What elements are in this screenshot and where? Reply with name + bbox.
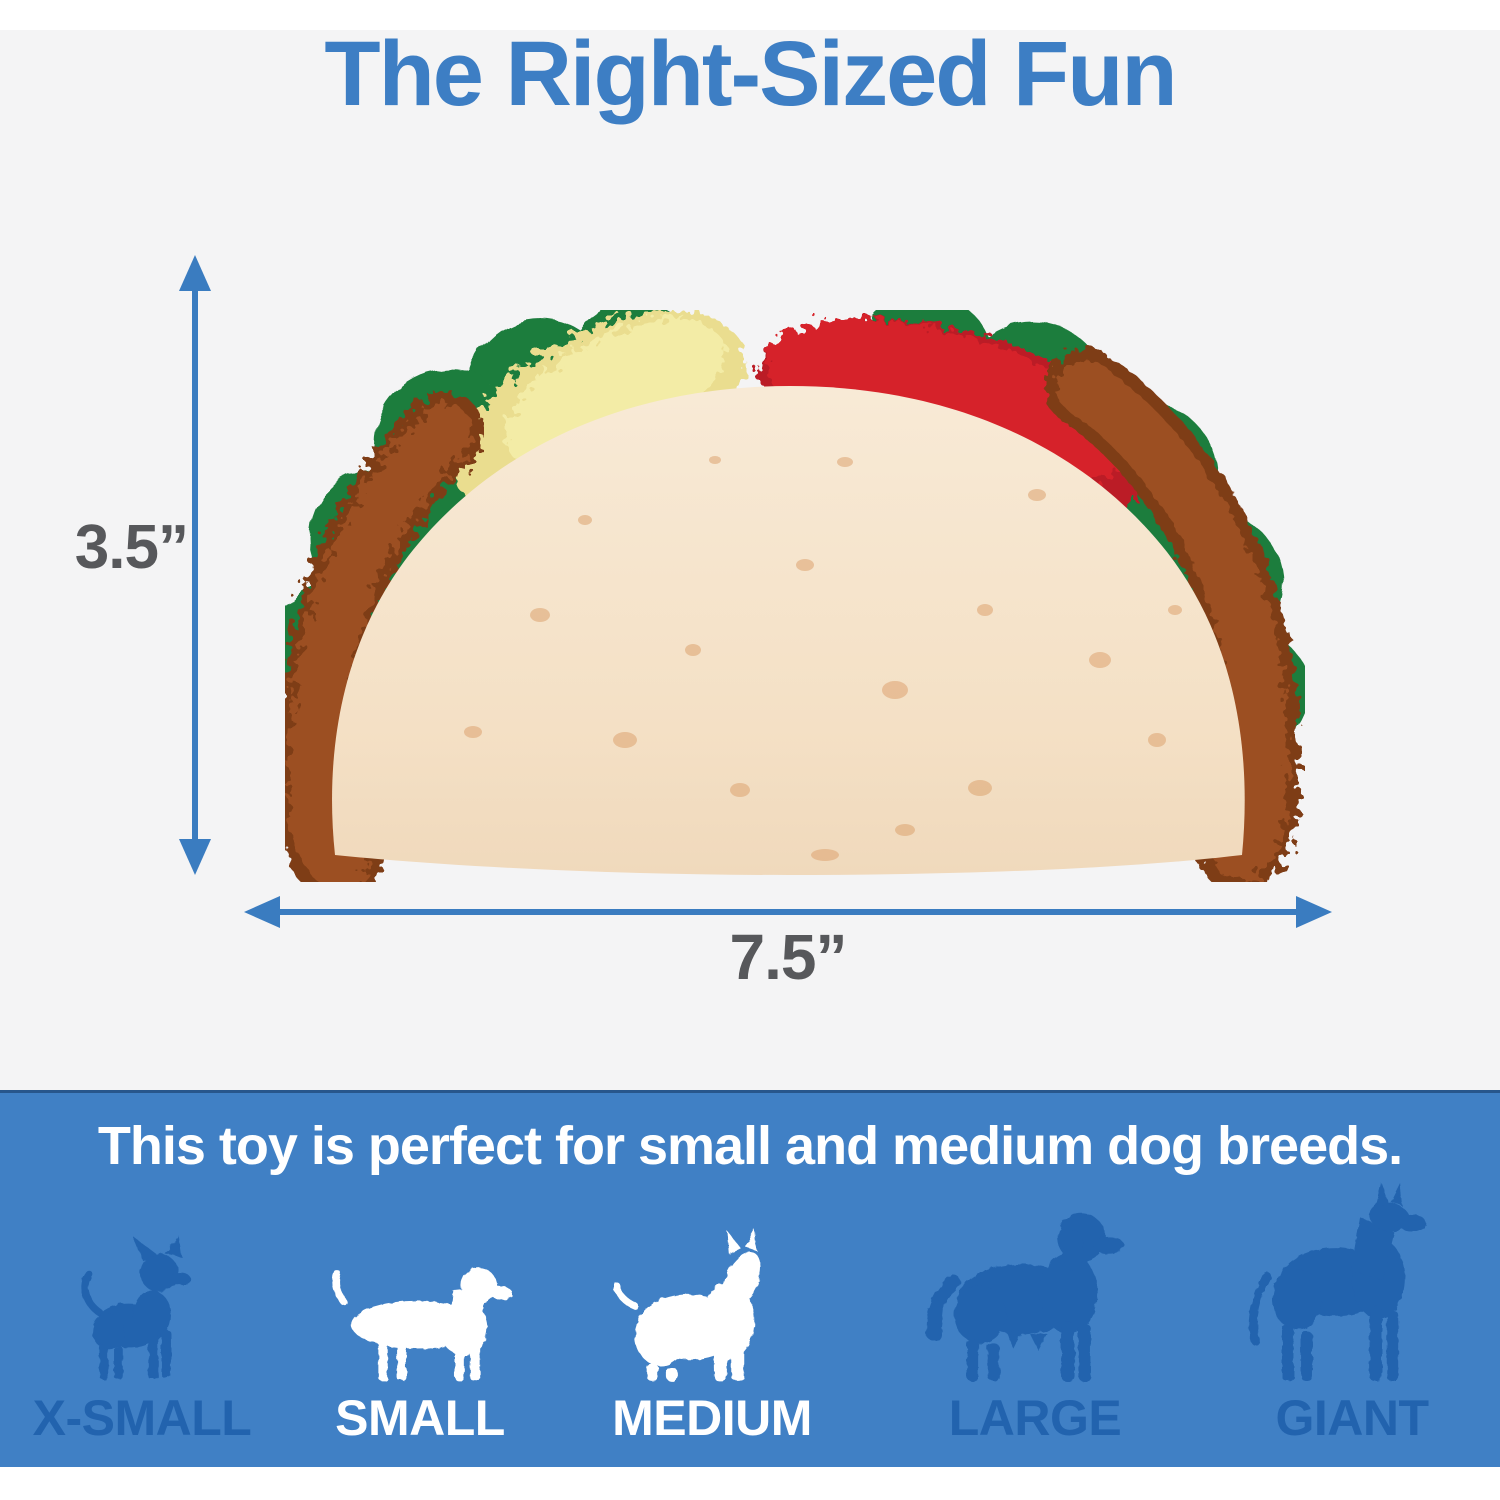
dachshund-icon <box>332 1267 512 1381</box>
height-dimension-arrow <box>179 255 211 875</box>
size-item-large: LARGE <box>905 1093 1165 1446</box>
bull-terrier-icon <box>613 1229 761 1381</box>
height-dimension-label: 3.5” <box>74 513 189 582</box>
size-item-giant: GIANT <box>1222 1093 1482 1446</box>
size-label: MEDIUM <box>612 1390 812 1446</box>
chihuahua-icon <box>80 1235 191 1380</box>
taco-toy-image <box>285 310 1305 882</box>
width-dimension-arrow <box>244 896 1332 928</box>
tortilla-shell <box>332 386 1245 875</box>
great-dane-icon <box>1248 1182 1426 1381</box>
meat-fringe-right <box>1045 348 1300 882</box>
size-label: X-SMALL <box>32 1390 252 1446</box>
size-guide-message: This toy is perfect for small and medium… <box>97 1116 1403 1176</box>
arrow-head-down-icon <box>179 839 211 875</box>
size-item-small: SMALL <box>300 1093 540 1446</box>
size-label: LARGE <box>948 1390 1122 1446</box>
size-item-x-small: X-SMALL <box>22 1093 262 1446</box>
retriever-icon <box>925 1213 1124 1381</box>
meat-fringe-left <box>285 392 485 882</box>
arrow-head-up-icon <box>179 255 211 291</box>
arrow-head-left-icon <box>244 896 280 928</box>
width-dimension-label: 7.5” <box>729 921 848 993</box>
arrow-head-right-icon <box>1296 896 1332 928</box>
size-label: SMALL <box>335 1390 505 1446</box>
size-item-medium: MEDIUM <box>587 1093 837 1446</box>
size-guide-band: This toy is perfect for small and medium… <box>0 1090 1500 1467</box>
page-title: The Right-Sized Fun <box>324 23 1177 125</box>
tortilla-speckles <box>464 456 1182 861</box>
size-label: GIANT <box>1275 1390 1429 1446</box>
